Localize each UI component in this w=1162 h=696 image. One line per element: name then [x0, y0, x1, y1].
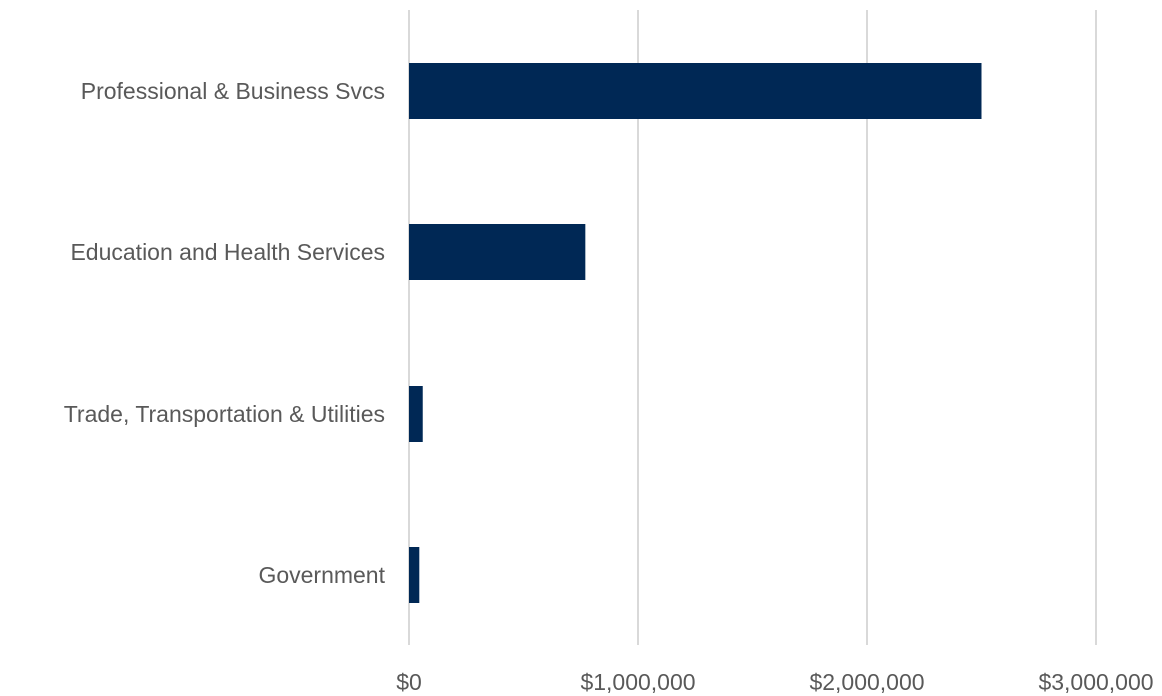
bar	[409, 63, 982, 119]
bar	[409, 547, 420, 603]
category-labels: Professional & Business Svcs Education an…	[64, 78, 386, 588]
bar	[409, 224, 586, 280]
bars	[409, 63, 982, 603]
x-tick-label: $3,000,000	[1038, 669, 1153, 695]
x-tick-label: $1,000,000	[580, 669, 695, 695]
category-label: Professional & Business Svcs	[81, 78, 385, 104]
category-label: Government	[258, 562, 385, 588]
x-tick-label: $0	[396, 669, 422, 695]
x-tick-label: $2,000,000	[809, 669, 924, 695]
category-label: Trade, Transportation & Utilities	[64, 401, 385, 427]
x-axis-tick-labels: $0 $1,000,000 $2,000,000 $3,000,000	[396, 669, 1153, 695]
category-label: Education and Health Services	[70, 239, 385, 265]
bar	[409, 386, 423, 442]
